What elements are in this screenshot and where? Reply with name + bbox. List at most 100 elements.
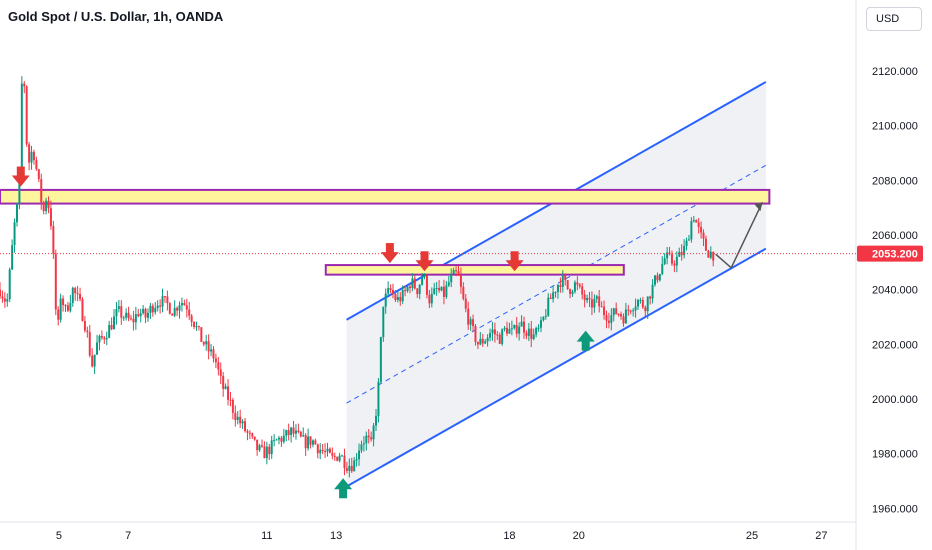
candle-body bbox=[442, 286, 445, 297]
y-tick-label: 2080.000 bbox=[872, 175, 918, 187]
candle-body bbox=[440, 286, 443, 291]
candles bbox=[0, 76, 715, 478]
candle-body bbox=[605, 315, 608, 321]
candle-body bbox=[15, 204, 18, 223]
candle-body bbox=[624, 309, 627, 324]
candle-body bbox=[709, 251, 712, 258]
candle-body bbox=[93, 354, 96, 367]
candle-body bbox=[338, 455, 341, 461]
candle-body bbox=[578, 284, 581, 287]
x-tick-label: 20 bbox=[573, 530, 585, 542]
candle-body bbox=[47, 200, 50, 209]
candle-body bbox=[18, 174, 21, 205]
candle-body bbox=[632, 310, 635, 312]
candle-body bbox=[603, 306, 606, 316]
candle-body bbox=[384, 293, 387, 307]
candle-body bbox=[612, 308, 615, 316]
y-tick-label: 2060.000 bbox=[872, 230, 918, 242]
candle-body bbox=[498, 334, 501, 344]
candle-body bbox=[309, 436, 312, 445]
candle-body bbox=[532, 334, 535, 339]
candle-body bbox=[197, 326, 200, 328]
candle-body bbox=[173, 307, 176, 316]
candle-body bbox=[49, 208, 52, 227]
candle-body bbox=[341, 455, 344, 457]
candle-body bbox=[607, 320, 610, 323]
candle-body bbox=[522, 321, 525, 333]
currency-button[interactable]: USD bbox=[866, 7, 922, 31]
x-tick-label: 11 bbox=[261, 530, 272, 542]
candle-body bbox=[406, 286, 409, 292]
resistance-zone bbox=[324, 264, 625, 276]
candle-body bbox=[685, 240, 688, 246]
time-axis: 5 7 11 13 18 20 25 27 bbox=[56, 530, 828, 542]
candle-body bbox=[345, 468, 348, 471]
candle-body bbox=[193, 321, 196, 327]
candle-body bbox=[489, 333, 492, 338]
y-tick-label: 2100.000 bbox=[872, 121, 918, 133]
candle-body bbox=[518, 326, 521, 334]
current-price-label: 2053.200 bbox=[872, 249, 918, 261]
candle-body bbox=[122, 317, 125, 319]
candle-body bbox=[154, 307, 157, 313]
candle-body bbox=[615, 308, 618, 314]
channel-lower-line bbox=[346, 247, 767, 488]
signal-markers bbox=[11, 166, 764, 499]
candle-body bbox=[644, 307, 647, 312]
candle-body bbox=[469, 319, 472, 325]
candle-body bbox=[554, 291, 557, 293]
y-tick-label: 2000.000 bbox=[872, 394, 918, 406]
candle-body bbox=[537, 327, 540, 329]
candle-body bbox=[530, 328, 533, 339]
candle-body bbox=[527, 328, 530, 336]
candle-body bbox=[79, 293, 82, 300]
ascending-channel bbox=[346, 81, 767, 488]
candle-body bbox=[571, 291, 574, 294]
candle-body bbox=[76, 293, 79, 295]
candle-body bbox=[231, 399, 234, 413]
candle-body bbox=[695, 220, 698, 223]
candle-body bbox=[166, 296, 169, 304]
candle-body bbox=[573, 282, 576, 292]
candle-body bbox=[91, 355, 94, 367]
candle-body bbox=[387, 288, 390, 294]
candle-body bbox=[248, 432, 251, 434]
candle-body bbox=[239, 416, 242, 424]
candle-body bbox=[171, 313, 174, 316]
candle-body bbox=[129, 318, 132, 320]
candle-body bbox=[687, 239, 690, 241]
candle-body bbox=[515, 325, 518, 334]
candle-body bbox=[297, 430, 300, 432]
candle-body bbox=[258, 445, 261, 451]
candle-body bbox=[411, 278, 414, 289]
candle-body bbox=[149, 305, 152, 313]
candle-body bbox=[59, 298, 62, 320]
candle-body bbox=[319, 449, 322, 454]
candle-body bbox=[666, 252, 669, 259]
candle-body bbox=[651, 284, 654, 299]
candle-body bbox=[207, 341, 210, 352]
candle-body bbox=[690, 221, 693, 240]
x-tick-label: 18 bbox=[503, 530, 515, 542]
candle-body bbox=[115, 309, 118, 317]
candle-body bbox=[450, 273, 453, 283]
candle-body bbox=[290, 427, 293, 435]
candle-body bbox=[42, 202, 45, 212]
candle-body bbox=[285, 430, 288, 436]
candle-body bbox=[32, 151, 35, 161]
candle-body bbox=[260, 445, 263, 447]
candle-body bbox=[484, 341, 487, 344]
candle-body bbox=[241, 421, 244, 424]
candle-body bbox=[670, 254, 673, 264]
candle-body bbox=[98, 335, 101, 343]
candle-body bbox=[423, 275, 426, 277]
candle-body bbox=[168, 303, 171, 314]
candle-body bbox=[139, 313, 142, 317]
candle-body bbox=[100, 335, 103, 338]
candle-body bbox=[649, 296, 652, 299]
candle-body bbox=[137, 314, 140, 317]
candle-body bbox=[379, 337, 382, 382]
candle-body bbox=[520, 321, 523, 327]
candle-body bbox=[96, 342, 99, 355]
